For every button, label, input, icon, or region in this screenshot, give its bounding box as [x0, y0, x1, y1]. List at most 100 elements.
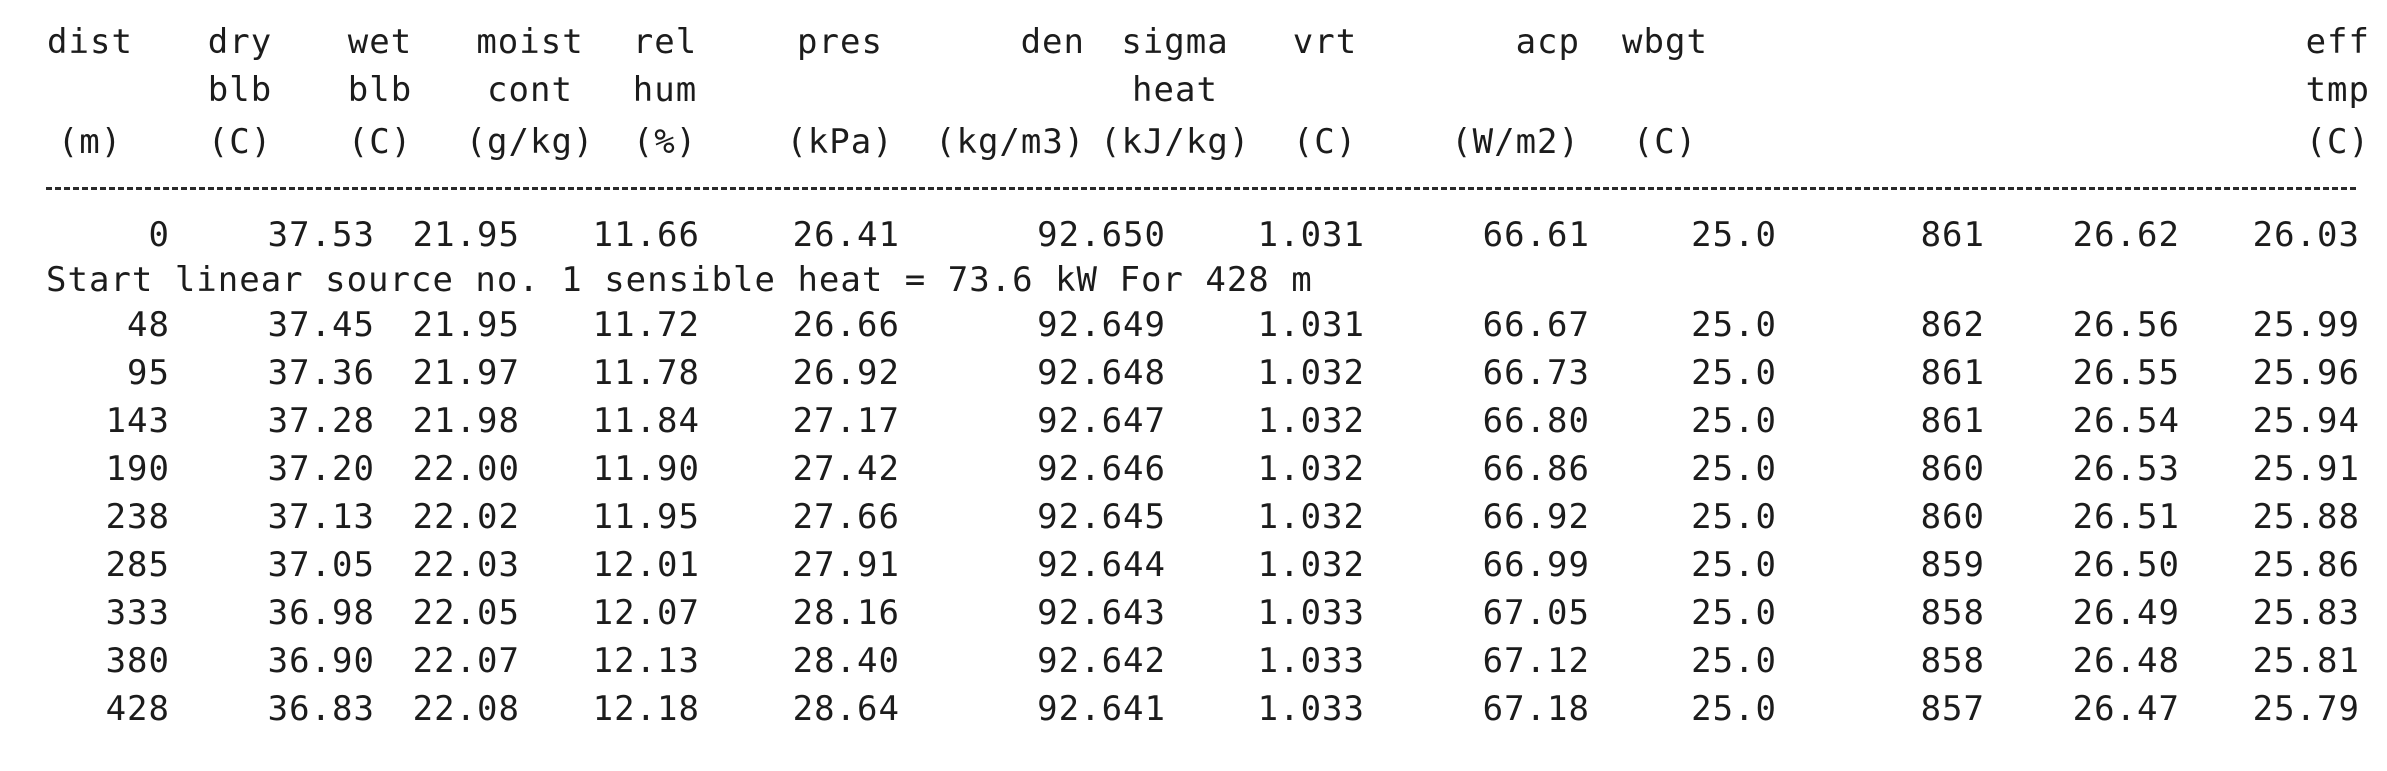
cell-wet-blb: 22.07	[412, 641, 520, 681]
cell-wet-blb: 22.00	[412, 449, 520, 489]
cell-sigma-heat: 66.73	[1482, 353, 1590, 393]
cell-den: 1.033	[1257, 689, 1365, 729]
header-rel-hum-unit: (%)	[632, 122, 698, 162]
header-den: den	[1020, 22, 1085, 62]
header-dry-blb-unit: (C)	[207, 122, 273, 162]
header-wet-blb: blb	[347, 70, 413, 110]
cell-wbgt: 26.48	[2072, 641, 2180, 681]
cell-rel-hum: 28.40	[792, 641, 900, 681]
cell-dist: 380	[105, 641, 170, 681]
cell-eff-tmp: 25.99	[2252, 305, 2360, 345]
header-divider	[46, 187, 2356, 190]
cell-wet-blb: 22.05	[412, 593, 520, 633]
cell-sigma-heat: 66.92	[1482, 497, 1590, 537]
cell-dry-blb: 37.53	[267, 215, 375, 255]
cell-moist-cont: 12.18	[592, 689, 700, 729]
header-moist-cont: moist	[476, 22, 584, 62]
cell-wbgt: 26.49	[2072, 593, 2180, 633]
cell-vrt: 25.0	[1691, 353, 1777, 393]
cell-sigma-heat: 67.12	[1482, 641, 1590, 681]
header-rel-hum: hum	[632, 70, 698, 110]
cell-vrt: 25.0	[1691, 641, 1777, 681]
header-vrt: vrt	[1292, 22, 1358, 62]
cell-dry-blb: 37.05	[267, 545, 375, 585]
cell-eff-tmp: 25.88	[2252, 497, 2360, 537]
cell-wbgt: 26.51	[2072, 497, 2180, 537]
cell-vrt: 25.0	[1691, 497, 1777, 537]
cell-eff-tmp: 25.83	[2252, 593, 2360, 633]
cell-acp: 861	[1920, 401, 1985, 441]
cell-acp: 857	[1920, 689, 1985, 729]
cell-moist-cont: 12.07	[592, 593, 700, 633]
cell-pres: 92.648	[1037, 353, 1166, 393]
header-moist-cont: cont	[487, 70, 573, 110]
cell-eff-tmp: 25.79	[2252, 689, 2360, 729]
cell-rel-hum: 26.66	[792, 305, 900, 345]
cell-wbgt: 26.53	[2072, 449, 2180, 489]
cell-acp: 862	[1920, 305, 1985, 345]
cell-moist-cont: 12.01	[592, 545, 700, 585]
header-eff-tmp-unit: (C)	[2305, 122, 2370, 162]
cell-wbgt: 26.47	[2072, 689, 2180, 729]
cell-dry-blb: 37.45	[267, 305, 375, 345]
header-dry-blb: dry	[207, 22, 273, 62]
cell-acp: 861	[1920, 353, 1985, 393]
cell-moist-cont: 11.72	[592, 305, 700, 345]
header-eff-tmp: eff	[2305, 22, 2370, 62]
cell-den: 1.033	[1257, 641, 1365, 681]
cell-vrt: 25.0	[1691, 545, 1777, 585]
header-pres: pres	[797, 22, 883, 62]
cell-dist: 333	[105, 593, 170, 633]
cell-wet-blb: 22.02	[412, 497, 520, 537]
header-sigma-heat-unit: (kJ/kg)	[1100, 122, 1251, 162]
cell-wet-blb: 21.95	[412, 305, 520, 345]
cell-moist-cont: 11.95	[592, 497, 700, 537]
cell-acp: 859	[1920, 545, 1985, 585]
cell-dry-blb: 37.20	[267, 449, 375, 489]
cell-acp: 858	[1920, 593, 1985, 633]
cell-wbgt: 26.62	[2072, 215, 2180, 255]
header-pres-unit: (kPa)	[786, 122, 894, 162]
cell-acp: 858	[1920, 641, 1985, 681]
header-wet-blb: wet	[347, 22, 413, 62]
cell-wbgt: 26.56	[2072, 305, 2180, 345]
cell-wet-blb: 21.95	[412, 215, 520, 255]
header-sigma-heat: sigma	[1121, 22, 1229, 62]
cell-vrt: 25.0	[1691, 689, 1777, 729]
cell-rel-hum: 27.42	[792, 449, 900, 489]
cell-dry-blb: 36.90	[267, 641, 375, 681]
header-acp-unit: (W/m2)	[1451, 122, 1580, 162]
cell-vrt: 25.0	[1691, 215, 1777, 255]
source-note: Start linear source no. 1 sensible heat …	[46, 260, 1313, 300]
cell-pres: 92.642	[1037, 641, 1166, 681]
header-vrt-unit: (C)	[1292, 122, 1358, 162]
cell-sigma-heat: 66.99	[1482, 545, 1590, 585]
cell-pres: 92.643	[1037, 593, 1166, 633]
cell-dist: 143	[105, 401, 170, 441]
cell-pres: 92.646	[1037, 449, 1166, 489]
cell-dist: 48	[127, 305, 170, 345]
cell-vrt: 25.0	[1691, 449, 1777, 489]
cell-moist-cont: 11.84	[592, 401, 700, 441]
cell-dist: 428	[105, 689, 170, 729]
header-wbgt-unit: (C)	[1632, 122, 1698, 162]
cell-den: 1.032	[1257, 497, 1365, 537]
cell-dry-blb: 36.83	[267, 689, 375, 729]
cell-eff-tmp: 25.94	[2252, 401, 2360, 441]
cell-pres: 92.647	[1037, 401, 1166, 441]
cell-den: 1.032	[1257, 449, 1365, 489]
cell-sigma-heat: 66.86	[1482, 449, 1590, 489]
header-sigma-heat: heat	[1132, 70, 1218, 110]
cell-dry-blb: 36.98	[267, 593, 375, 633]
cell-vrt: 25.0	[1691, 593, 1777, 633]
cell-moist-cont: 11.78	[592, 353, 700, 393]
cell-pres: 92.644	[1037, 545, 1166, 585]
cell-sigma-heat: 66.80	[1482, 401, 1590, 441]
cell-dry-blb: 37.13	[267, 497, 375, 537]
cell-acp: 861	[1920, 215, 1985, 255]
cell-den: 1.032	[1257, 401, 1365, 441]
cell-wbgt: 26.54	[2072, 401, 2180, 441]
cell-den: 1.032	[1257, 545, 1365, 585]
cell-sigma-heat: 66.67	[1482, 305, 1590, 345]
cell-rel-hum: 27.66	[792, 497, 900, 537]
